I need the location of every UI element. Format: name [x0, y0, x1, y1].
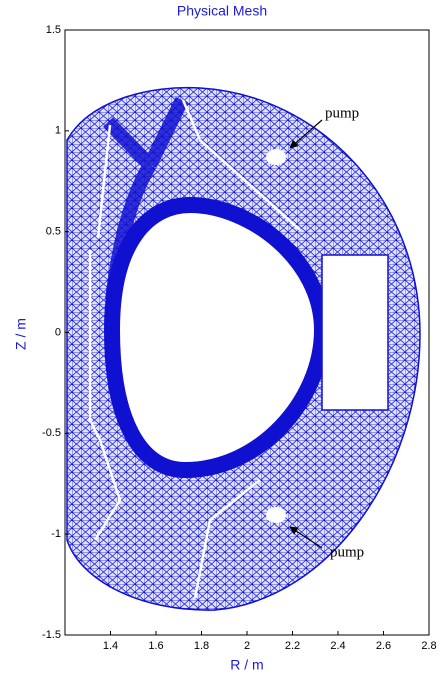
chart-title: Physical Mesh — [177, 3, 267, 19]
x-tick-label: 2.8 — [421, 640, 436, 652]
pump-hole — [266, 149, 286, 165]
y-tick-label: 1.5 — [46, 24, 61, 36]
x-tick-label: 1.4 — [103, 640, 118, 652]
mesh — [67, 88, 420, 610]
y-tick-label: -0.5 — [42, 427, 61, 439]
y-tick-label: 1 — [55, 125, 61, 137]
y-tick-label: -1 — [51, 528, 61, 540]
x-tick-label: 2 — [244, 640, 250, 652]
y-tick-label: -1.5 — [42, 629, 61, 641]
port — [322, 255, 388, 410]
annotation: pump — [330, 544, 364, 560]
x-tick-label: 2.4 — [330, 640, 345, 652]
x-tick-label: 2.6 — [376, 640, 391, 652]
annotation: pump — [325, 105, 359, 121]
x-tick-label: 1.6 — [148, 640, 163, 652]
y-axis-label: Z / m — [13, 318, 29, 350]
y-tick-label: 0.5 — [46, 226, 61, 238]
x-tick-label: 1.8 — [194, 640, 209, 652]
x-axis-label: R / m — [230, 657, 263, 673]
chart: Physical Mesh Z / m R / m 1.4 1.6 1.8 2 2.2 2… — [0, 0, 445, 680]
x-tick-label: 2.2 — [285, 640, 300, 652]
y-tick-label: 0 — [55, 326, 61, 338]
pump-hole — [266, 507, 286, 523]
